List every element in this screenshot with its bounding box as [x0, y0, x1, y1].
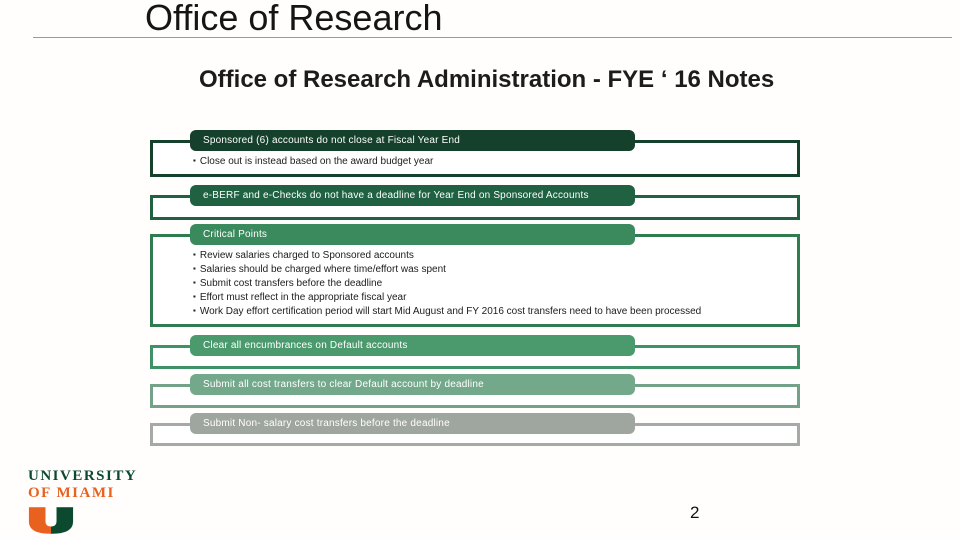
bullet-row: ▪ Close out is instead based on the award… — [193, 155, 797, 169]
page-number: 2 — [690, 503, 700, 522]
list-item: Submit Non- salary cost transfers before… — [150, 413, 800, 446]
bullet-icon: ▪ — [193, 250, 196, 259]
bullet-row: ▪ Submit cost transfers before the deadli… — [193, 277, 797, 291]
list-item: Submit all cost transfers to clear Defau… — [150, 374, 800, 408]
bullet-icon: ▪ — [193, 156, 196, 165]
smartart-list: Sponsored (6) accounts do not close at F… — [150, 130, 800, 446]
list-item-header: e-BERF and e-Checks do not have a deadli… — [190, 185, 635, 206]
bullet-text: Work Day effort certification period wil… — [199, 306, 702, 317]
miami-u-icon — [28, 507, 137, 539]
page-title: Office of Research — [145, 0, 443, 38]
bullet-text: Effort must reflect in the appropriate f… — [199, 292, 407, 303]
logo-line2: OF MIAMI — [28, 485, 115, 501]
bullet-text: Submit cost transfers before the deadlin… — [199, 278, 383, 289]
list-item-header: Clear all encumbrances on Default accoun… — [190, 335, 635, 356]
list-item-header: Sponsored (6) accounts do not close at F… — [190, 130, 635, 151]
list-item: e-BERF and e-Checks do not have a deadli… — [150, 185, 800, 220]
slide-subtitle: Office of Research Administration - FYE … — [199, 66, 775, 93]
bullet-text: Close out is instead based on the award … — [199, 156, 434, 167]
logo-line1: UNIVERSITY — [28, 468, 138, 484]
bullet-row: ▪ Work Day effort certification period wi… — [193, 305, 797, 319]
bullet-text: Salaries should be charged where time/ef… — [199, 264, 446, 275]
university-of-miami-logo: UNIVERSITY OF MIAMI — [28, 468, 137, 539]
bullet-icon: ▪ — [193, 264, 196, 273]
bullet-row: ▪ Review salaries charged to Sponsored ac… — [193, 249, 797, 263]
list-item: Sponsored (6) accounts do not close at F… — [150, 130, 800, 177]
list-item: Clear all encumbrances on Default accoun… — [150, 335, 800, 369]
list-item-header: Submit Non- salary cost transfers before… — [190, 413, 635, 434]
list-item-header: Submit all cost transfers to clear Defau… — [190, 374, 635, 395]
bullet-text: Review salaries charged to Sponsored acc… — [199, 250, 414, 261]
list-item: Critical Points ▪ Review salaries charged… — [150, 224, 800, 327]
bullet-icon: ▪ — [193, 306, 196, 315]
bullet-row: ▪ Salaries should be charged where time/e… — [193, 263, 797, 277]
list-item-header: Critical Points — [190, 224, 635, 245]
title-divider — [33, 37, 952, 38]
list-item-body: ▪ Review salaries charged to Sponsored ac… — [150, 234, 800, 327]
bullet-icon: ▪ — [193, 292, 196, 301]
bullet-row: ▪ Effort must reflect in the appropriate … — [193, 291, 797, 305]
bullet-icon: ▪ — [193, 278, 196, 287]
